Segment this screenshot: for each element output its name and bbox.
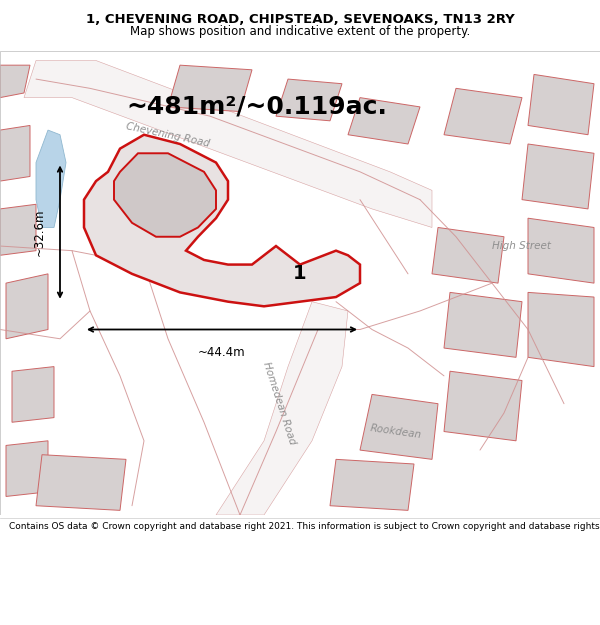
Polygon shape (276, 79, 342, 121)
Polygon shape (36, 130, 66, 228)
Polygon shape (528, 292, 594, 367)
Polygon shape (360, 394, 438, 459)
Text: Contains OS data © Crown copyright and database right 2021. This information is : Contains OS data © Crown copyright and d… (9, 522, 600, 531)
Polygon shape (444, 88, 522, 144)
Text: High Street: High Street (493, 241, 551, 251)
Polygon shape (444, 371, 522, 441)
Polygon shape (528, 74, 594, 135)
Text: Homedean Road: Homedean Road (261, 361, 297, 446)
Polygon shape (84, 135, 360, 306)
Text: 1, CHEVENING ROAD, CHIPSTEAD, SEVENOAKS, TN13 2RY: 1, CHEVENING ROAD, CHIPSTEAD, SEVENOAKS,… (86, 12, 514, 26)
Polygon shape (36, 455, 126, 511)
Polygon shape (528, 218, 594, 283)
Polygon shape (330, 459, 414, 511)
Polygon shape (0, 65, 30, 98)
Polygon shape (168, 65, 252, 111)
Polygon shape (522, 144, 594, 209)
Polygon shape (0, 126, 30, 181)
Text: ~44.4m: ~44.4m (198, 346, 246, 359)
Text: Chevening Road: Chevening Road (125, 121, 211, 149)
Polygon shape (24, 61, 432, 228)
Polygon shape (6, 441, 48, 496)
Polygon shape (114, 153, 216, 237)
Text: Map shows position and indicative extent of the property.: Map shows position and indicative extent… (130, 26, 470, 39)
Polygon shape (348, 98, 420, 144)
Text: ~481m²/~0.119ac.: ~481m²/~0.119ac. (126, 95, 387, 119)
Text: Rookdean: Rookdean (370, 423, 422, 440)
Text: 1: 1 (293, 264, 307, 283)
Text: ~32.6m: ~32.6m (32, 208, 46, 256)
Polygon shape (6, 274, 48, 339)
Polygon shape (0, 204, 36, 255)
Polygon shape (444, 292, 522, 357)
Polygon shape (216, 302, 348, 515)
Polygon shape (432, 228, 504, 283)
Polygon shape (12, 367, 54, 423)
